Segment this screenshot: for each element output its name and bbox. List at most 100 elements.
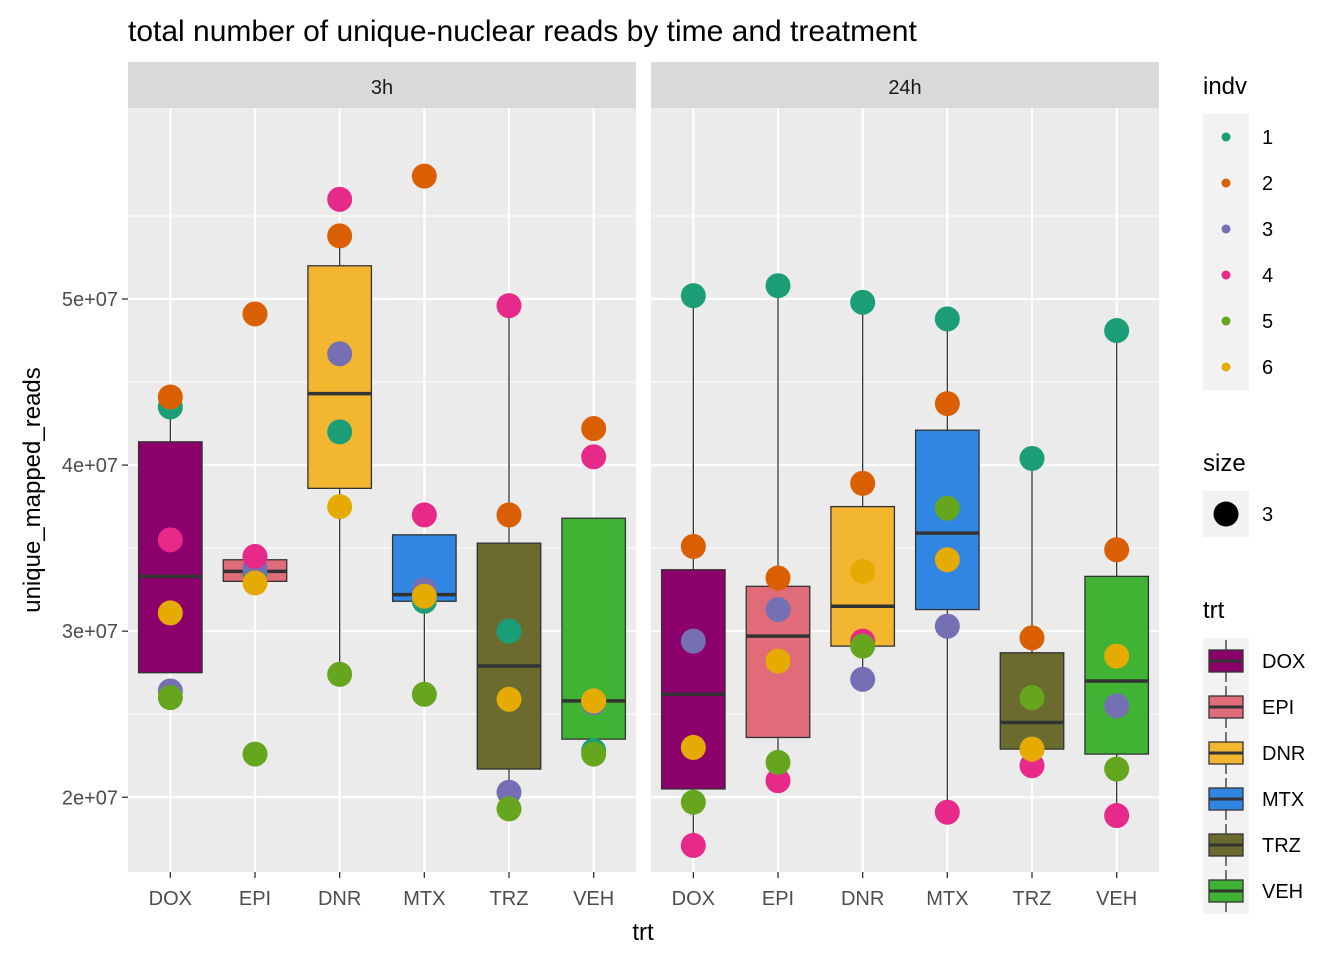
point-EPI-indv-4 bbox=[765, 768, 791, 794]
x-tick-label: VEH bbox=[1096, 888, 1137, 910]
x-tick-label: DNR bbox=[841, 888, 884, 910]
point-DOX-indv-3 bbox=[680, 628, 706, 654]
point-DOX-indv-4 bbox=[680, 832, 706, 858]
x-tick-label: TRZ bbox=[1013, 888, 1052, 910]
x-tick-label: DNR bbox=[318, 888, 361, 910]
x-tick-label: EPI bbox=[762, 888, 794, 910]
chart-title: total number of unique-nuclear reads by … bbox=[128, 15, 917, 48]
point-VEH-indv-5 bbox=[1104, 756, 1130, 782]
point-EPI-indv-1 bbox=[765, 273, 791, 299]
point-MTX-indv-4 bbox=[411, 502, 437, 528]
y-tick-label: 2e+07 bbox=[62, 787, 118, 809]
point-TRZ-indv-2 bbox=[496, 502, 522, 528]
panel-background bbox=[128, 108, 636, 872]
point-DOX-indv-1 bbox=[680, 283, 706, 309]
y-axis-title: unique_mapped_reads bbox=[19, 367, 46, 613]
legend-indv-title: indv bbox=[1203, 73, 1247, 100]
legend-indv-key bbox=[1221, 362, 1231, 372]
point-MTX-indv-1 bbox=[934, 306, 960, 332]
legend-indv-key bbox=[1221, 132, 1231, 142]
legend-indv-label: 5 bbox=[1262, 311, 1273, 333]
legend-indv-label: 3 bbox=[1262, 219, 1273, 241]
point-DOX-indv-6 bbox=[157, 600, 183, 626]
panel-background bbox=[651, 108, 1159, 872]
x-axis-title: trt bbox=[632, 919, 654, 946]
point-DOX-indv-5 bbox=[157, 685, 183, 711]
point-TRZ-indv-1 bbox=[1019, 445, 1045, 471]
point-DNR-indv-1 bbox=[327, 419, 353, 445]
point-DNR-indv-2 bbox=[327, 223, 353, 249]
legend-indv-label: 4 bbox=[1262, 265, 1273, 287]
point-VEH-indv-4 bbox=[1104, 803, 1130, 829]
y-tick-label: 4e+07 bbox=[62, 455, 118, 477]
legend-trt-label: DNR bbox=[1262, 743, 1305, 765]
point-MTX-indv-6 bbox=[934, 547, 960, 573]
box-DNR bbox=[307, 235, 373, 675]
facet-strip-label: 3h bbox=[371, 77, 393, 99]
point-MTX-indv-5 bbox=[934, 495, 960, 521]
legend-indv-label: 1 bbox=[1262, 127, 1273, 149]
point-TRZ-indv-5 bbox=[496, 796, 522, 822]
point-VEH-indv-6 bbox=[1104, 643, 1130, 669]
box-body bbox=[476, 542, 542, 770]
point-MTX-indv-2 bbox=[934, 391, 960, 417]
box-body bbox=[137, 441, 203, 674]
legend-indv-label: 2 bbox=[1262, 173, 1273, 195]
legend-indv-key bbox=[1221, 270, 1231, 280]
point-EPI-indv-5 bbox=[765, 749, 791, 775]
point-MTX-indv-2 bbox=[411, 163, 437, 189]
x-tick-label: VEH bbox=[573, 888, 614, 910]
legend-trt: trt DOX EPI DNR MTX TRZ VEH bbox=[1203, 597, 1305, 914]
point-VEH-indv-2 bbox=[581, 416, 607, 442]
point-DNR-indv-5 bbox=[327, 661, 353, 687]
legend-size-label: 3 bbox=[1262, 504, 1273, 526]
point-EPI-indv-3 bbox=[765, 597, 791, 623]
panels: 3h DOX EPI DNR MTX TRZ VEH 24h DOX EPI DNR MTX TRZ VE… bbox=[128, 62, 1159, 910]
legend-trt-label: MTX bbox=[1262, 789, 1304, 811]
point-TRZ-indv-6 bbox=[496, 686, 522, 712]
point-DOX-indv-2 bbox=[157, 384, 183, 410]
point-TRZ-indv-1 bbox=[496, 618, 522, 644]
facet-panel-24h: 24h DOX EPI DNR MTX TRZ VEH bbox=[651, 62, 1159, 910]
point-VEH-indv-1 bbox=[1104, 318, 1130, 344]
x-tick-label: DOX bbox=[672, 888, 715, 910]
legend-indv: indv 1 2 3 4 5 6 bbox=[1203, 73, 1273, 390]
point-DNR-indv-2 bbox=[850, 470, 876, 496]
point-DOX-indv-2 bbox=[680, 533, 706, 559]
point-EPI-indv-4 bbox=[242, 543, 268, 569]
box-DOX bbox=[137, 396, 203, 674]
point-MTX-indv-5 bbox=[411, 681, 437, 707]
legend-size-key bbox=[1213, 501, 1239, 527]
point-EPI-indv-2 bbox=[765, 565, 791, 591]
legend-trt-title: trt bbox=[1203, 597, 1225, 624]
point-TRZ-indv-4 bbox=[496, 293, 522, 319]
x-tick-label: TRZ bbox=[490, 888, 529, 910]
point-MTX-indv-6 bbox=[411, 583, 437, 609]
y-tick-label: 5e+07 bbox=[62, 289, 118, 311]
y-tick-label: 3e+07 bbox=[62, 621, 118, 643]
point-DNR-indv-3 bbox=[327, 341, 353, 367]
point-TRZ-indv-5 bbox=[1019, 685, 1045, 711]
point-EPI-indv-6 bbox=[765, 648, 791, 674]
y-axis: 2e+07 3e+07 4e+07 5e+07 bbox=[62, 289, 128, 809]
point-TRZ-indv-6 bbox=[1019, 736, 1045, 762]
facet-strip bbox=[128, 62, 636, 108]
point-VEH-indv-2 bbox=[1104, 537, 1130, 563]
box-body bbox=[307, 265, 373, 489]
legend-trt-label: DOX bbox=[1262, 651, 1305, 673]
box-TRZ bbox=[476, 305, 542, 809]
point-TRZ-indv-2 bbox=[1019, 625, 1045, 651]
point-DOX-indv-5 bbox=[680, 789, 706, 815]
point-DNR-indv-6 bbox=[327, 494, 353, 520]
x-tick-label: DOX bbox=[149, 888, 192, 910]
point-DNR-indv-1 bbox=[850, 289, 876, 315]
legends: indv 1 2 3 4 5 6 size 3 trt DOX EPI DNR MTX TRZ VEH bbox=[1203, 73, 1305, 914]
point-MTX-indv-4 bbox=[934, 799, 960, 825]
point-EPI-indv-6 bbox=[242, 570, 268, 596]
legend-trt-label: VEH bbox=[1262, 881, 1303, 903]
legend-indv-key bbox=[1221, 316, 1231, 326]
point-VEH-indv-4 bbox=[581, 444, 607, 470]
legend-indv-key bbox=[1221, 224, 1231, 234]
point-VEH-indv-6 bbox=[581, 688, 607, 714]
